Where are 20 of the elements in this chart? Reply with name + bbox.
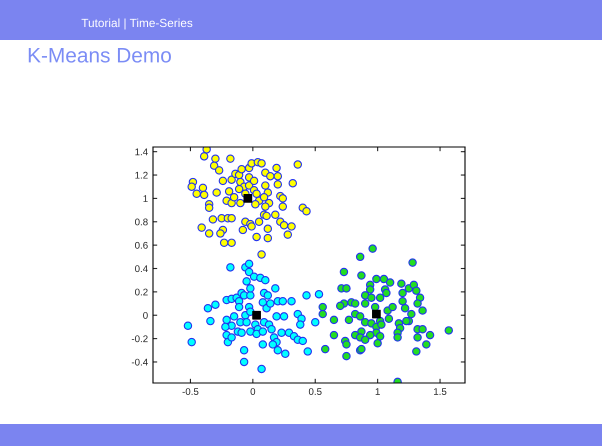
x-tick-label: 0.5 xyxy=(308,388,322,395)
point xyxy=(372,310,381,318)
x-tick-label: 1 xyxy=(376,388,380,395)
y-tick-label: 0.6 xyxy=(135,242,148,249)
x-tick-label: -0.5 xyxy=(182,388,198,395)
y-tick-label: 1.2 xyxy=(135,172,148,179)
y-tick-label: 0.8 xyxy=(135,218,148,226)
y-tick-label: 0 xyxy=(143,312,148,319)
chart-title: K-Means Demo xyxy=(28,48,171,63)
x-tick-label: 1.5 xyxy=(434,388,446,395)
y-tick-label: 1 xyxy=(143,195,148,202)
y-tick-label: -0.4 xyxy=(132,358,148,366)
text: Tutorial | Time-Series xyxy=(82,18,192,30)
point xyxy=(243,194,252,203)
y-tick-label: 0.2 xyxy=(135,288,148,296)
y-tick-label: 0.4 xyxy=(135,265,148,272)
y-tick-label: 1.4 xyxy=(135,148,148,156)
y-tick-label: -0.2 xyxy=(132,335,148,342)
x-tick-label: 0 xyxy=(250,388,256,395)
point xyxy=(252,310,261,320)
